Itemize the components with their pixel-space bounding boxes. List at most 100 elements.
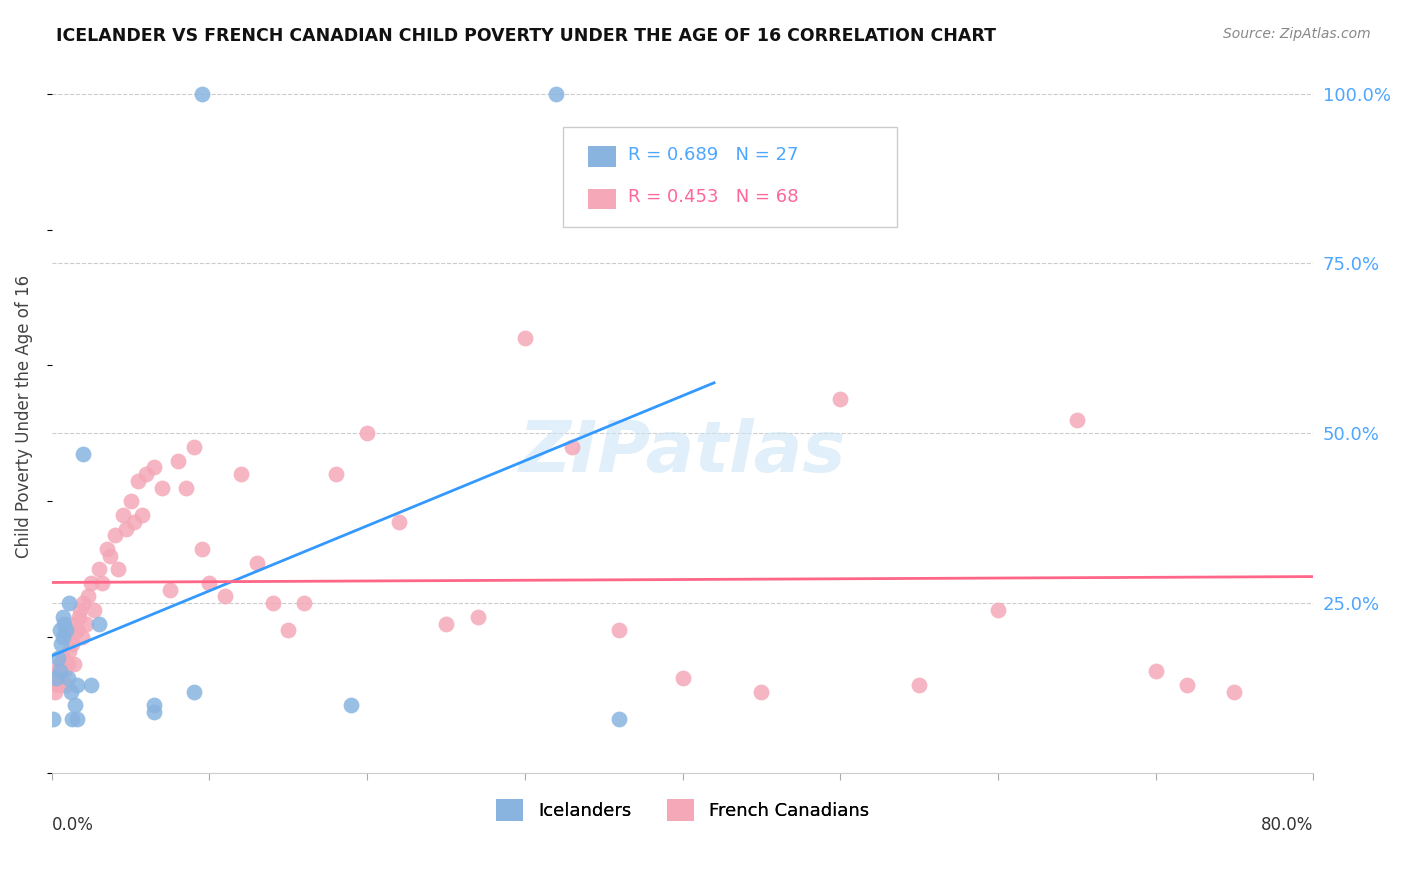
Text: ZIPatlas: ZIPatlas — [519, 417, 846, 486]
Point — [150, 481, 173, 495]
Point — [48, 657, 70, 672]
Point — [66, 678, 89, 692]
Point — [46, 650, 69, 665]
Point — [467, 610, 489, 624]
Point — [55, 624, 77, 638]
Point — [1144, 665, 1167, 679]
Point — [127, 474, 149, 488]
Point — [52, 650, 75, 665]
Point — [513, 331, 536, 345]
Point — [80, 575, 103, 590]
Point — [77, 590, 100, 604]
Legend: Icelanders, French Canadians: Icelanders, French Canadians — [489, 792, 876, 829]
Point — [56, 671, 79, 685]
Point — [115, 522, 138, 536]
Point — [53, 616, 76, 631]
Text: R = 0.689   N = 27: R = 0.689 N = 27 — [628, 145, 799, 163]
Point — [67, 610, 90, 624]
Point — [72, 596, 94, 610]
Point — [214, 590, 236, 604]
Point — [52, 630, 75, 644]
Point — [830, 392, 852, 407]
Point — [190, 541, 212, 556]
Point — [72, 447, 94, 461]
Point — [104, 528, 127, 542]
Text: 80.0%: 80.0% — [1261, 816, 1313, 834]
Point — [262, 596, 284, 610]
Text: 0.0%: 0.0% — [52, 816, 94, 834]
Point — [174, 481, 197, 495]
Point — [80, 678, 103, 692]
Y-axis label: Child Poverty Under the Age of 16: Child Poverty Under the Age of 16 — [15, 275, 32, 558]
Point — [75, 616, 97, 631]
Point — [434, 616, 457, 631]
Point — [63, 657, 86, 672]
Point — [135, 467, 157, 482]
Point — [53, 665, 76, 679]
Text: ICELANDER VS FRENCH CANADIAN CHILD POVERTY UNDER THE AGE OF 16 CORRELATION CHART: ICELANDER VS FRENCH CANADIAN CHILD POVER… — [56, 27, 997, 45]
Point — [66, 624, 89, 638]
Point — [87, 616, 110, 631]
Point — [1223, 684, 1246, 698]
Point — [111, 508, 134, 522]
Point — [48, 665, 70, 679]
Point — [45, 665, 67, 679]
Text: Source: ZipAtlas.com: Source: ZipAtlas.com — [1223, 27, 1371, 41]
Point — [65, 698, 87, 713]
Point — [229, 467, 252, 482]
Point — [143, 460, 166, 475]
Point — [59, 684, 82, 698]
Point — [52, 610, 75, 624]
Point — [908, 678, 931, 692]
Point — [190, 87, 212, 101]
Point — [65, 616, 87, 631]
Point — [59, 630, 82, 644]
Point — [60, 637, 83, 651]
Point — [46, 678, 69, 692]
Point — [60, 712, 83, 726]
Point — [1175, 678, 1198, 692]
Point — [546, 87, 568, 101]
Point — [183, 684, 205, 698]
Point — [1066, 413, 1088, 427]
Point — [98, 549, 121, 563]
Bar — [588, 146, 616, 167]
Point — [44, 684, 66, 698]
Point — [987, 603, 1010, 617]
Point — [277, 624, 299, 638]
Point — [131, 508, 153, 522]
Point — [48, 624, 70, 638]
Point — [96, 541, 118, 556]
Point — [561, 440, 583, 454]
Point — [198, 575, 221, 590]
Point — [120, 494, 142, 508]
Point — [183, 440, 205, 454]
Point — [58, 596, 80, 610]
Point — [58, 644, 80, 658]
Bar — [588, 189, 616, 210]
Point — [143, 705, 166, 719]
Point — [292, 596, 315, 610]
Point — [388, 515, 411, 529]
Point — [122, 515, 145, 529]
Point — [42, 712, 65, 726]
Point — [143, 698, 166, 713]
Point — [751, 684, 773, 698]
Point — [51, 637, 73, 651]
Point — [340, 698, 363, 713]
Point — [609, 712, 631, 726]
Point — [83, 603, 105, 617]
Point — [107, 562, 129, 576]
Point — [56, 657, 79, 672]
Point — [42, 671, 65, 685]
Point — [69, 603, 91, 617]
Point — [671, 671, 693, 685]
Point — [91, 575, 114, 590]
Point — [609, 624, 631, 638]
Point — [55, 678, 77, 692]
Text: R = 0.453   N = 68: R = 0.453 N = 68 — [628, 188, 799, 206]
Point — [246, 556, 269, 570]
Point — [45, 671, 67, 685]
Point — [66, 712, 89, 726]
Point — [167, 453, 190, 467]
